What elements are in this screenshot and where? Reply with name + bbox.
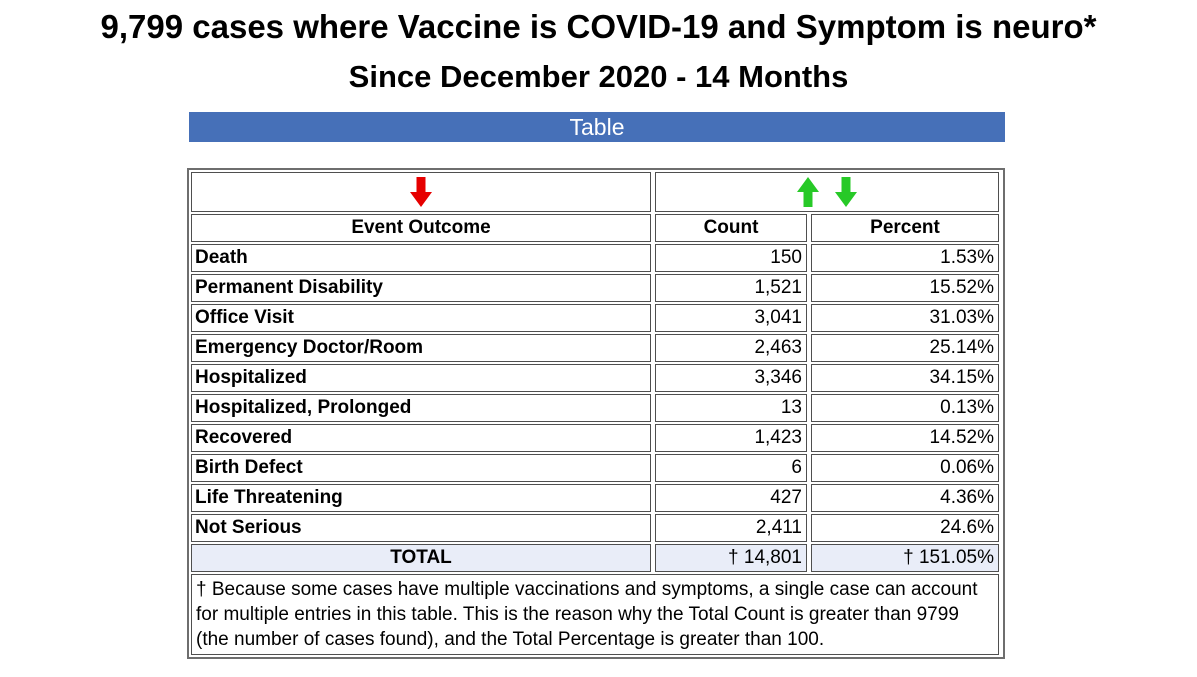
outcome-cell: Life Threatening	[191, 484, 651, 512]
outcome-cell: Not Serious	[191, 514, 651, 542]
count-cell: 3,346	[655, 364, 807, 392]
value-sort-cell	[655, 172, 999, 212]
outcome-cell: Permanent Disability	[191, 274, 651, 302]
sort-outcome-descending-icon[interactable]	[409, 176, 433, 208]
percent-cell: 24.6%	[811, 514, 999, 542]
main-content: Table	[187, 112, 1005, 659]
percent-cell: 4.36%	[811, 484, 999, 512]
count-cell: 3,041	[655, 304, 807, 332]
page-subtitle: Since December 2020 - 14 Months	[348, 59, 849, 94]
percent-cell: 14.52%	[811, 424, 999, 452]
count-cell: 2,411	[655, 514, 807, 542]
percent-cell: 0.13%	[811, 394, 999, 422]
results-table: Event Outcome Count Percent Death 150 1.…	[187, 168, 1005, 659]
total-count-cell: † 14,801	[655, 544, 807, 572]
count-cell: 427	[655, 484, 807, 512]
count-cell: 6	[655, 454, 807, 482]
outcome-cell: Office Visit	[191, 304, 651, 332]
table-footnote: † Because some cases have multiple vacci…	[191, 574, 999, 655]
outcome-cell: Death	[191, 244, 651, 272]
outcome-cell: Hospitalized, Prolonged	[191, 394, 651, 422]
total-label-cell: TOTAL	[191, 544, 651, 572]
outcome-cell: Hospitalized	[191, 364, 651, 392]
count-cell: 2,463	[655, 334, 807, 362]
count-cell: 150	[655, 244, 807, 272]
outcome-cell: Birth Defect	[191, 454, 651, 482]
column-header-percent: Percent	[811, 214, 999, 242]
page-title: 9,799 cases where Vaccine is COVID-19 an…	[100, 8, 1097, 45]
percent-cell: 34.15%	[811, 364, 999, 392]
percent-cell: 15.52%	[811, 274, 999, 302]
count-cell: 13	[655, 394, 807, 422]
column-header-count: Count	[655, 214, 807, 242]
sort-value-descending-icon[interactable]	[834, 176, 858, 208]
percent-cell: 25.14%	[811, 334, 999, 362]
sort-value-ascending-icon[interactable]	[796, 176, 820, 208]
outcome-sort-cell	[191, 172, 651, 212]
count-cell: 1,423	[655, 424, 807, 452]
table-section-label: Table	[569, 113, 625, 140]
percent-cell: 1.53%	[811, 244, 999, 272]
table-section-bar: Table	[189, 112, 1005, 142]
outcome-cell: Emergency Doctor/Room	[191, 334, 651, 362]
outcome-cell: Recovered	[191, 424, 651, 452]
count-cell: 1,521	[655, 274, 807, 302]
percent-cell: 0.06%	[811, 454, 999, 482]
total-percent-cell: † 151.05%	[811, 544, 999, 572]
column-header-event-outcome: Event Outcome	[191, 214, 651, 242]
percent-cell: 31.03%	[811, 304, 999, 332]
